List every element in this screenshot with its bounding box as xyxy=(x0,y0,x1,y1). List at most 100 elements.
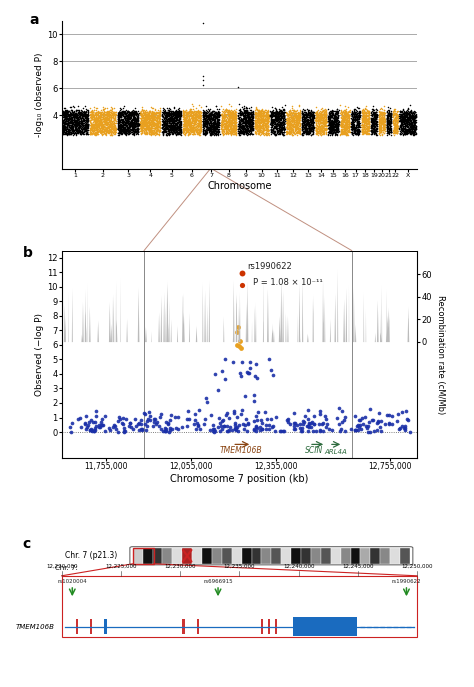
Point xyxy=(196,127,203,138)
Point xyxy=(190,126,198,137)
Point xyxy=(204,113,212,124)
Point xyxy=(403,127,410,138)
Point xyxy=(200,110,208,121)
Point xyxy=(200,127,207,138)
Point xyxy=(355,114,363,125)
Point xyxy=(91,113,99,124)
Point xyxy=(242,126,250,137)
Point xyxy=(182,109,189,120)
Point xyxy=(251,115,259,126)
Point xyxy=(390,117,397,128)
Point xyxy=(163,113,170,124)
Point xyxy=(393,416,401,427)
Point xyxy=(69,122,77,133)
Point xyxy=(371,115,379,126)
Point xyxy=(310,124,317,135)
Point xyxy=(246,108,254,119)
Point xyxy=(122,120,130,131)
Point xyxy=(172,121,179,132)
Point xyxy=(305,127,312,138)
Point xyxy=(84,122,92,133)
Point xyxy=(337,115,345,126)
Bar xyxy=(361,548,370,564)
Point xyxy=(258,128,265,139)
Point xyxy=(180,109,188,120)
Point xyxy=(402,117,410,128)
Point xyxy=(408,118,415,129)
Point xyxy=(315,121,323,132)
Point xyxy=(325,116,333,127)
Point xyxy=(400,126,408,137)
Point xyxy=(118,124,126,135)
Point xyxy=(291,108,299,119)
Point xyxy=(167,116,174,127)
Point xyxy=(69,126,76,137)
Point xyxy=(165,126,173,137)
Point xyxy=(97,121,105,132)
Point xyxy=(163,111,171,122)
Point xyxy=(60,120,68,131)
Point xyxy=(301,123,309,134)
Point xyxy=(139,113,147,124)
Point xyxy=(93,117,101,128)
Point xyxy=(117,116,124,127)
Point xyxy=(189,110,197,121)
Point xyxy=(392,121,399,132)
Point xyxy=(174,115,182,126)
Point xyxy=(381,122,388,133)
Point xyxy=(348,114,356,125)
Point xyxy=(202,121,210,132)
Point xyxy=(319,106,326,117)
Point xyxy=(378,111,386,122)
Point xyxy=(187,115,194,126)
Point xyxy=(252,358,260,369)
Point xyxy=(193,125,201,136)
Point xyxy=(381,113,388,124)
Point xyxy=(256,108,264,119)
Point xyxy=(137,116,145,127)
Point xyxy=(107,109,114,120)
Point xyxy=(259,121,267,132)
Point xyxy=(151,117,159,128)
Point xyxy=(130,118,138,129)
Point xyxy=(62,107,69,118)
Point xyxy=(71,111,79,122)
Point xyxy=(337,115,345,126)
Point xyxy=(377,121,385,132)
Point xyxy=(92,113,100,124)
Point xyxy=(64,106,72,117)
Point xyxy=(119,108,127,119)
Point xyxy=(318,124,326,135)
Point xyxy=(364,114,372,125)
Point xyxy=(406,109,413,120)
Point xyxy=(249,107,257,118)
Point xyxy=(218,118,225,129)
Point xyxy=(195,420,202,431)
Point xyxy=(153,122,160,133)
Point xyxy=(290,109,298,120)
Point xyxy=(170,126,178,137)
Point xyxy=(64,127,71,138)
Point xyxy=(131,125,139,136)
Point xyxy=(220,106,228,117)
Point xyxy=(177,108,185,119)
Text: 12,250,000: 12,250,000 xyxy=(401,563,433,568)
Point xyxy=(249,116,256,127)
Point xyxy=(350,114,357,125)
Point xyxy=(365,114,373,125)
Point xyxy=(146,108,153,119)
Point xyxy=(307,117,315,128)
Point xyxy=(81,107,88,118)
Point xyxy=(232,118,240,129)
Point xyxy=(377,106,384,117)
Point xyxy=(105,113,113,124)
Point xyxy=(348,124,356,135)
Point xyxy=(246,118,253,129)
Point xyxy=(242,391,249,402)
Point xyxy=(71,109,78,120)
Point xyxy=(392,124,400,135)
Point xyxy=(260,128,267,139)
Point xyxy=(80,113,87,124)
Point xyxy=(258,424,266,435)
Point xyxy=(61,106,68,117)
